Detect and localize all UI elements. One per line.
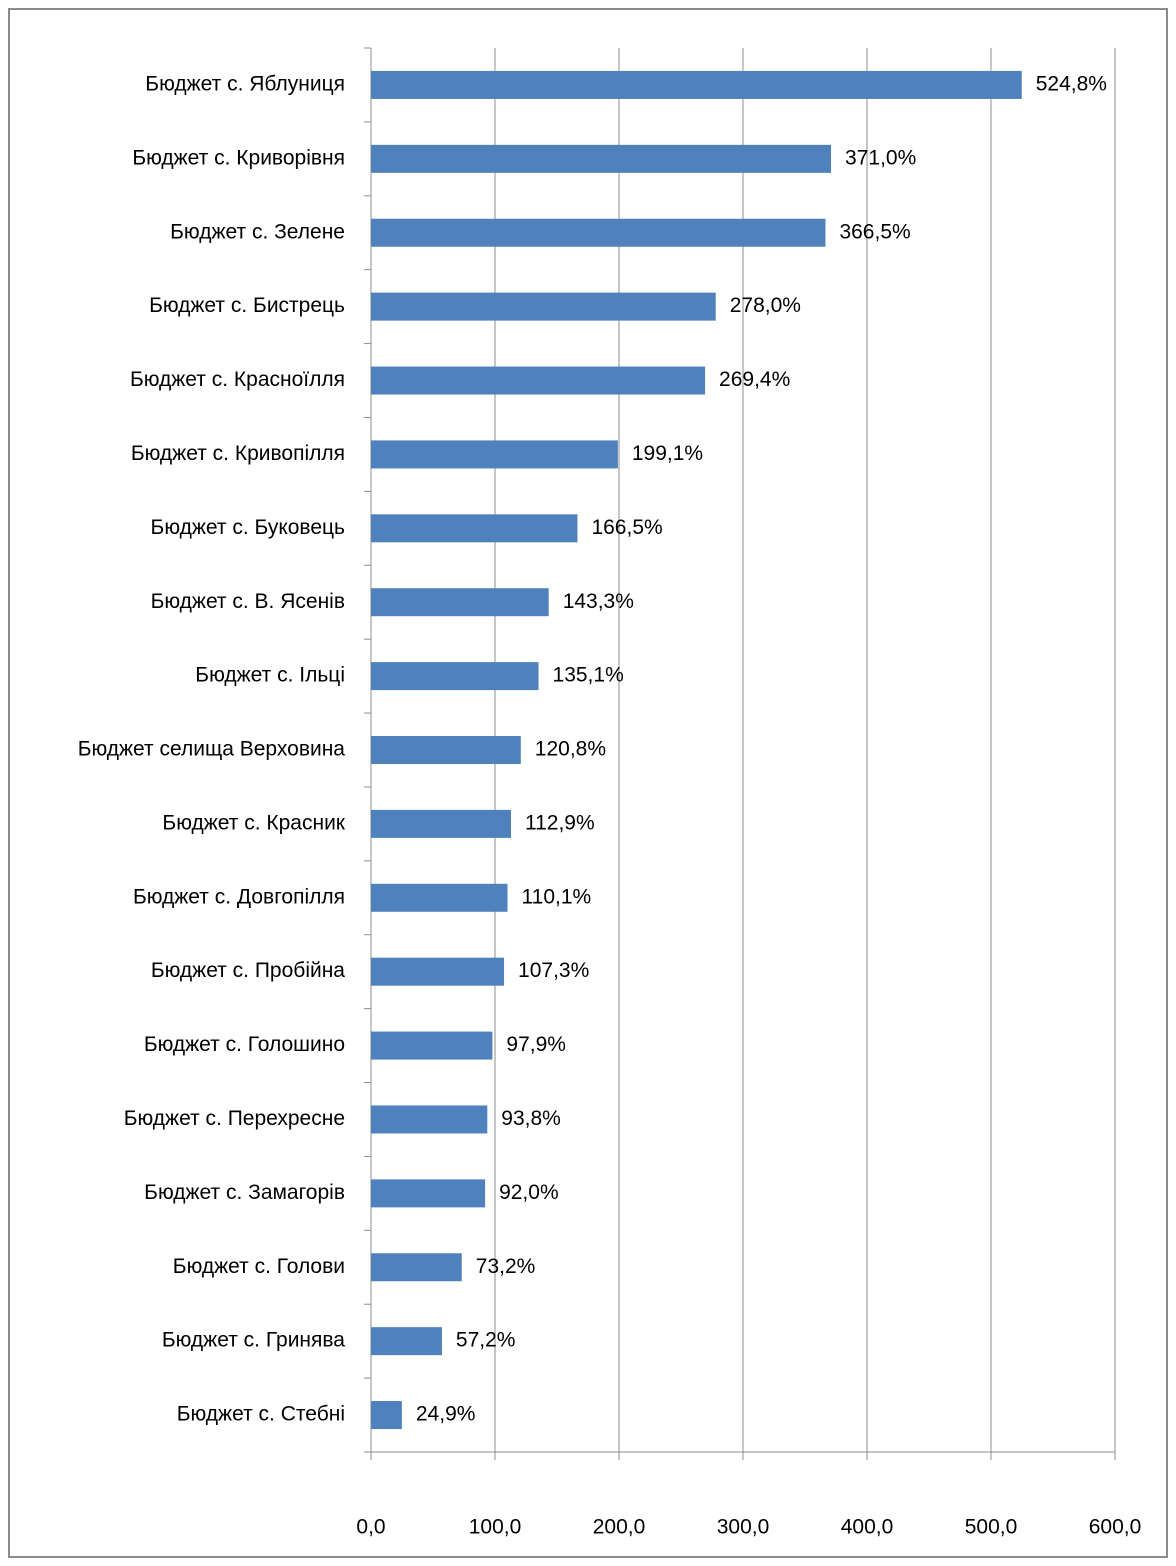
y-tick-label: Бюджет с. Ільці bbox=[195, 664, 345, 687]
y-tick-label: Бюджет с. Гринява bbox=[162, 1329, 345, 1352]
y-tick-label: Бюджет с. В. Ясенів bbox=[151, 590, 345, 613]
x-tick-label: 500,0 bbox=[965, 1516, 1018, 1539]
value-label: 93,8% bbox=[501, 1107, 561, 1130]
bar bbox=[371, 1179, 486, 1208]
bar bbox=[371, 1031, 493, 1060]
bar bbox=[371, 366, 706, 395]
bar bbox=[371, 218, 826, 247]
x-tick-label: 600,0 bbox=[1089, 1516, 1142, 1539]
x-tick-label: 100,0 bbox=[469, 1516, 522, 1539]
value-label: 57,2% bbox=[456, 1329, 516, 1352]
value-label: 143,3% bbox=[563, 590, 634, 613]
y-tick-label: Бюджет с. Яблуниця bbox=[145, 72, 345, 95]
value-label: 371,0% bbox=[845, 146, 916, 169]
value-label: 366,5% bbox=[839, 220, 910, 243]
y-tick-label: Бюджет с. Бистрець bbox=[149, 294, 345, 317]
bar bbox=[371, 662, 539, 691]
y-tick-label: Бюджет с. Довгопілля bbox=[133, 885, 345, 908]
y-tick-label: Бюджет с. Кривопілля bbox=[131, 442, 345, 465]
y-tick-label: Бюджет с. Красник bbox=[162, 811, 345, 834]
bar bbox=[371, 957, 505, 986]
bar bbox=[371, 1253, 462, 1282]
bar bbox=[371, 514, 578, 543]
bar bbox=[371, 588, 549, 617]
value-label: 120,8% bbox=[535, 738, 606, 761]
bar bbox=[371, 1401, 402, 1430]
bar bbox=[371, 1105, 488, 1134]
bar bbox=[371, 440, 618, 469]
bar bbox=[371, 144, 832, 173]
y-tick-label: Бюджет с. Стебні bbox=[177, 1403, 345, 1426]
value-label: 524,8% bbox=[1036, 72, 1107, 95]
y-tick-label: Бюджет с. Замагорів bbox=[144, 1181, 345, 1204]
bar bbox=[371, 292, 716, 321]
value-label: 73,2% bbox=[476, 1255, 536, 1278]
y-tick-label: Бюджет с. Красноїлля bbox=[130, 368, 345, 391]
value-label: 278,0% bbox=[730, 294, 801, 317]
y-tick-label: Бюджет с. Буковець bbox=[151, 516, 346, 539]
value-label: 166,5% bbox=[591, 516, 662, 539]
value-label: 92,0% bbox=[499, 1181, 559, 1204]
value-label: 199,1% bbox=[632, 442, 703, 465]
y-tick-label: Бюджет с. Криворівня bbox=[132, 146, 345, 169]
bar bbox=[371, 1327, 442, 1356]
y-tick-label: Бюджет с. Зелене bbox=[170, 220, 345, 243]
bar bbox=[371, 736, 521, 764]
chart-frame bbox=[8, 8, 1168, 1558]
value-label: 135,1% bbox=[553, 664, 624, 687]
x-tick-label: 0,0 bbox=[356, 1516, 385, 1539]
value-label: 269,4% bbox=[719, 368, 790, 391]
x-tick-label: 400,0 bbox=[841, 1516, 894, 1539]
y-tick-label: Бюджет с. Голошино bbox=[144, 1033, 345, 1056]
y-tick-label: Бюджет селища Верховина bbox=[78, 738, 346, 761]
value-label: 110,1% bbox=[522, 885, 592, 908]
y-tick-label: Бюджет с. Перехресне bbox=[124, 1107, 345, 1130]
y-tick-label: Бюджет с. Пробійна bbox=[151, 959, 345, 982]
value-label: 24,9% bbox=[416, 1403, 476, 1426]
bar bbox=[371, 809, 511, 838]
bar bbox=[371, 883, 508, 912]
value-label: 107,3% bbox=[518, 959, 589, 982]
value-label: 112,9% bbox=[525, 811, 595, 834]
value-label: 97,9% bbox=[506, 1033, 566, 1056]
x-tick-label: 300,0 bbox=[717, 1516, 770, 1539]
bar bbox=[371, 70, 1022, 99]
y-tick-label: Бюджет с. Голови bbox=[173, 1255, 345, 1278]
x-tick-label: 200,0 bbox=[593, 1516, 646, 1539]
